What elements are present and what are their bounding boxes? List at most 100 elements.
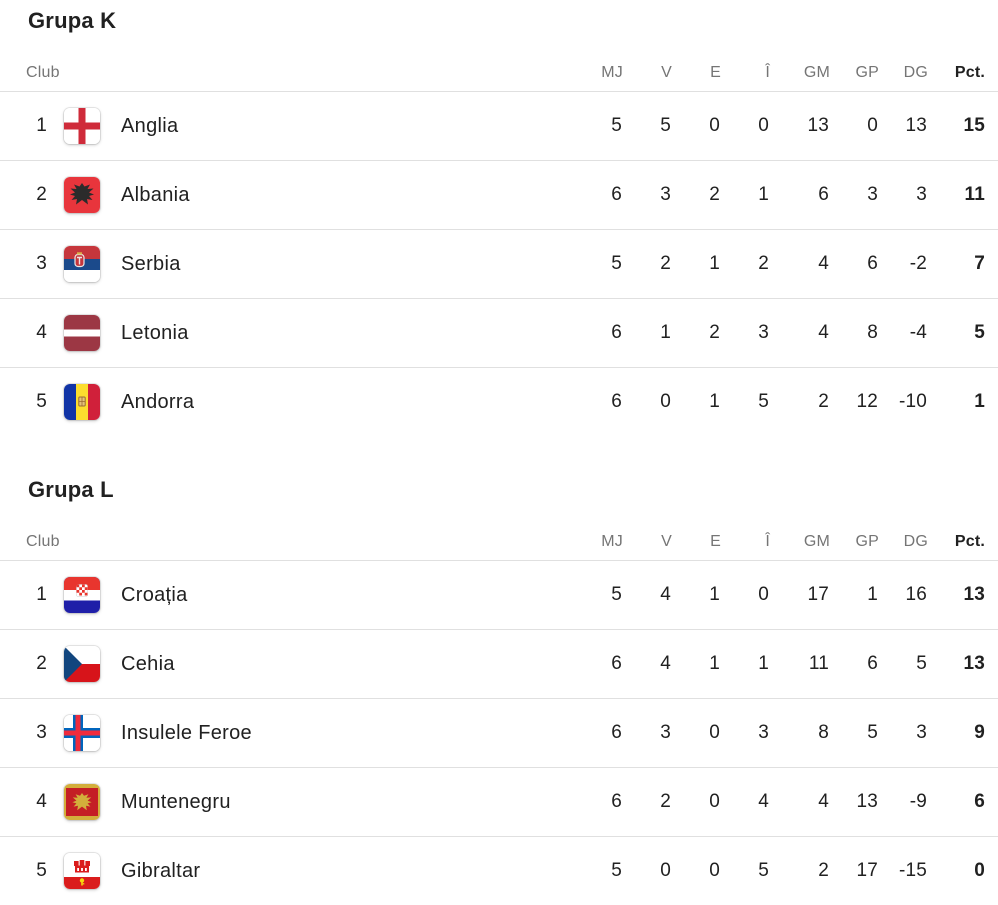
club-name: Serbia <box>120 230 574 299</box>
column-header-i: Î <box>721 503 770 561</box>
column-header-pct: Pct. <box>928 34 998 92</box>
stat-value: 1 <box>721 630 770 699</box>
standings-table: Club MJ V E Î GM GP DG Pct. 1 Croația 5 … <box>0 503 998 905</box>
position-number: 5 <box>0 368 48 437</box>
position-number: 2 <box>0 630 48 699</box>
table-row[interactable]: 2 Cehia 6 4 1 1 11 6 5 13 <box>0 630 998 699</box>
stat-value: 4 <box>623 630 672 699</box>
standings-section-l: Grupa L Club MJ V E Î GM GP DG Pct. 1 Cr <box>0 477 998 905</box>
column-header-gp: GP <box>830 34 879 92</box>
club-name: Croația <box>120 561 574 630</box>
stat-value: 1 <box>672 561 721 630</box>
column-header-dg: DG <box>879 34 928 92</box>
stat-value: 2 <box>672 299 721 368</box>
stat-value: 2 <box>623 768 672 837</box>
stat-value: 4 <box>770 768 830 837</box>
latvia-flag-icon <box>64 315 100 351</box>
club-name: Letonia <box>120 299 574 368</box>
stat-value: 8 <box>830 299 879 368</box>
croatia-flag-icon <box>64 577 100 613</box>
faroe-islands-flag-icon <box>64 715 100 751</box>
table-row[interactable]: 2 Albania 6 3 2 1 6 3 3 11 <box>0 161 998 230</box>
stat-value: 1 <box>672 230 721 299</box>
position-number: 3 <box>0 699 48 768</box>
position-number: 4 <box>0 768 48 837</box>
table-row[interactable]: 5 Gibraltar 5 0 0 5 2 17 -15 0 <box>0 837 998 905</box>
stat-value: 1 <box>623 299 672 368</box>
stat-value: 4 <box>770 299 830 368</box>
flag-cell <box>48 561 120 630</box>
table-row[interactable]: 3 Insulele Feroe 6 3 0 3 8 5 3 9 <box>0 699 998 768</box>
stat-value: 5 <box>623 92 672 161</box>
stat-value: 6 <box>830 630 879 699</box>
club-name: Albania <box>120 161 574 230</box>
points-value: 13 <box>928 561 998 630</box>
montenegro-flag-icon <box>64 784 100 820</box>
stat-value: 8 <box>770 699 830 768</box>
stat-value: 13 <box>770 92 830 161</box>
stat-value: 5 <box>574 837 623 905</box>
club-name: Anglia <box>120 92 574 161</box>
column-header-gp: GP <box>830 503 879 561</box>
club-name: Andorra <box>120 368 574 437</box>
column-header-i: Î <box>721 34 770 92</box>
column-header-pct: Pct. <box>928 503 998 561</box>
stat-value: 0 <box>721 92 770 161</box>
stat-value: 0 <box>830 92 879 161</box>
stat-value: 5 <box>574 92 623 161</box>
flag-cell <box>48 630 120 699</box>
header-row: Club MJ V E Î GM GP DG Pct. <box>0 503 998 561</box>
points-value: 5 <box>928 299 998 368</box>
column-header-club: Club <box>0 34 574 92</box>
stat-value: 13 <box>879 92 928 161</box>
stat-value: -10 <box>879 368 928 437</box>
table-row[interactable]: 4 Muntenegru 6 2 0 4 4 13 -9 6 <box>0 768 998 837</box>
stat-value: 6 <box>574 630 623 699</box>
stat-value: -9 <box>879 768 928 837</box>
stat-value: 2 <box>672 161 721 230</box>
stat-value: 2 <box>721 230 770 299</box>
points-value: 11 <box>928 161 998 230</box>
stat-value: 5 <box>879 630 928 699</box>
column-header-club: Club <box>0 503 574 561</box>
stat-value: 6 <box>574 768 623 837</box>
standings-section-k: Grupa K Club MJ V E Î GM GP DG Pct. 1 An <box>0 0 998 436</box>
stat-value: 2 <box>623 230 672 299</box>
position-number: 1 <box>0 561 48 630</box>
group-title: Grupa L <box>28 477 998 503</box>
table-row[interactable]: 1 Anglia 5 5 0 0 13 0 13 15 <box>0 92 998 161</box>
table-row[interactable]: 5 Andorra 6 0 1 5 2 12 -10 1 <box>0 368 998 437</box>
stat-value: 17 <box>770 561 830 630</box>
stat-value: 6 <box>574 161 623 230</box>
table-row[interactable]: 4 Letonia 6 1 2 3 4 8 -4 5 <box>0 299 998 368</box>
stat-value: 11 <box>770 630 830 699</box>
stat-value: 5 <box>574 561 623 630</box>
points-value: 1 <box>928 368 998 437</box>
stat-value: 3 <box>879 699 928 768</box>
stat-value: 6 <box>770 161 830 230</box>
flag-cell <box>48 837 120 905</box>
flag-cell <box>48 699 120 768</box>
stat-value: 0 <box>672 837 721 905</box>
group-title: Grupa K <box>28 8 998 34</box>
column-header-gm: GM <box>770 34 830 92</box>
points-value: 7 <box>928 230 998 299</box>
table-row[interactable]: 3 Serbia 5 2 1 2 4 6 -2 7 <box>0 230 998 299</box>
stat-value: 6 <box>574 299 623 368</box>
stat-value: -4 <box>879 299 928 368</box>
stat-value: 6 <box>574 368 623 437</box>
stat-value: 0 <box>672 768 721 837</box>
column-header-e: E <box>672 503 721 561</box>
position-number: 3 <box>0 230 48 299</box>
stat-value: 0 <box>623 368 672 437</box>
table-row[interactable]: 1 Croația 5 4 1 0 17 1 16 13 <box>0 561 998 630</box>
czechia-flag-icon <box>64 646 100 682</box>
stat-value: 4 <box>770 230 830 299</box>
points-value: 13 <box>928 630 998 699</box>
header-row: Club MJ V E Î GM GP DG Pct. <box>0 34 998 92</box>
stat-value: 4 <box>623 561 672 630</box>
points-value: 6 <box>928 768 998 837</box>
stat-value: 1 <box>672 368 721 437</box>
club-name: Insulele Feroe <box>120 699 574 768</box>
stat-value: 6 <box>830 230 879 299</box>
